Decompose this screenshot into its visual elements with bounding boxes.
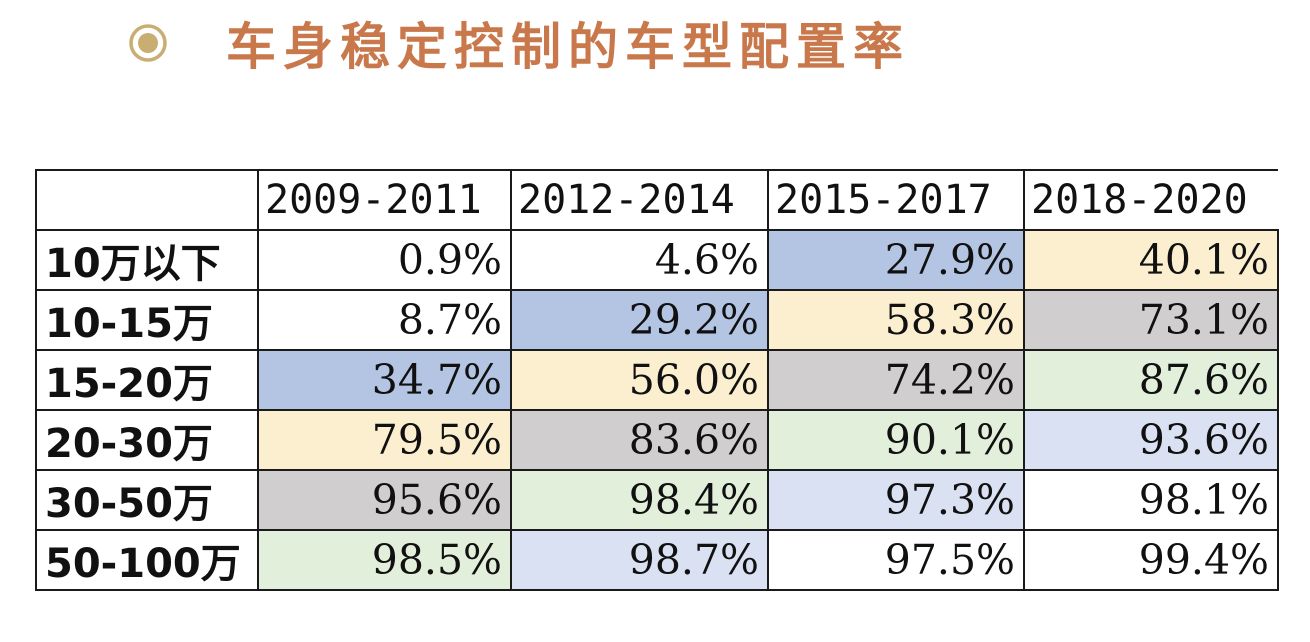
radio-bullet-icon bbox=[128, 23, 168, 63]
value-cell: 97.3% bbox=[767, 469, 1025, 531]
table-row: 10万以下 0.9% 4.6% 27.9% 40.1% bbox=[35, 229, 1279, 291]
value-cell: 98.7% bbox=[510, 529, 769, 591]
table-row: 20-30万 79.5% 83.6% 90.1% 93.6% bbox=[35, 409, 1279, 471]
value-cell: 4.6% bbox=[510, 229, 769, 291]
value-cell: 27.9% bbox=[767, 229, 1025, 291]
value-cell: 73.1% bbox=[1023, 289, 1279, 351]
value-cell: 87.6% bbox=[1023, 349, 1279, 411]
page-title: 车身稳定控制的车型配置率 bbox=[226, 18, 910, 76]
row-label: 10万以下 bbox=[35, 229, 259, 291]
value-cell: 29.2% bbox=[510, 289, 769, 351]
value-cell: 79.5% bbox=[257, 409, 512, 471]
title-row: 车身稳定控制的车型配置率 bbox=[128, 8, 910, 78]
row-label: 10-15万 bbox=[35, 289, 259, 351]
value-cell: 97.5% bbox=[767, 529, 1025, 591]
value-cell: 93.6% bbox=[1023, 409, 1279, 471]
value-cell: 40.1% bbox=[1023, 229, 1279, 291]
value-cell: 74.2% bbox=[767, 349, 1025, 411]
column-header: 2018-2020 bbox=[1023, 169, 1278, 231]
value-cell: 98.4% bbox=[510, 469, 769, 531]
value-cell: 98.5% bbox=[257, 529, 512, 591]
table-row: 15-20万 34.7% 56.0% 74.2% 87.6% bbox=[35, 349, 1279, 411]
value-cell: 90.1% bbox=[767, 409, 1025, 471]
table-row: 30-50万 95.6% 98.4% 97.3% 98.1% bbox=[35, 469, 1279, 531]
column-header: 2015-2017 bbox=[767, 169, 1025, 231]
value-cell: 83.6% bbox=[510, 409, 769, 471]
configuration-rate-table: 2009-2011 2012-2014 2015-2017 2018-2020 … bbox=[35, 169, 1279, 591]
value-cell: 8.7% bbox=[257, 289, 512, 351]
table-row: 10-15万 8.7% 29.2% 58.3% 73.1% bbox=[35, 289, 1279, 351]
value-cell: 58.3% bbox=[767, 289, 1025, 351]
row-label: 20-30万 bbox=[35, 409, 259, 471]
row-label: 30-50万 bbox=[35, 469, 259, 531]
value-cell: 34.7% bbox=[257, 349, 512, 411]
table-header-row: 2009-2011 2012-2014 2015-2017 2018-2020 bbox=[35, 169, 1278, 231]
value-cell: 98.1% bbox=[1023, 469, 1279, 531]
table-row: 50-100万 98.5% 98.7% 97.5% 99.4% bbox=[35, 529, 1279, 591]
value-cell: 99.4% bbox=[1023, 529, 1279, 591]
table-corner-cell bbox=[35, 169, 259, 231]
value-cell: 56.0% bbox=[510, 349, 769, 411]
value-cell: 95.6% bbox=[257, 469, 512, 531]
column-header: 2009-2011 bbox=[257, 169, 512, 231]
row-label: 15-20万 bbox=[35, 349, 259, 411]
row-label: 50-100万 bbox=[35, 529, 259, 591]
column-header: 2012-2014 bbox=[510, 169, 769, 231]
value-cell: 0.9% bbox=[257, 229, 512, 291]
